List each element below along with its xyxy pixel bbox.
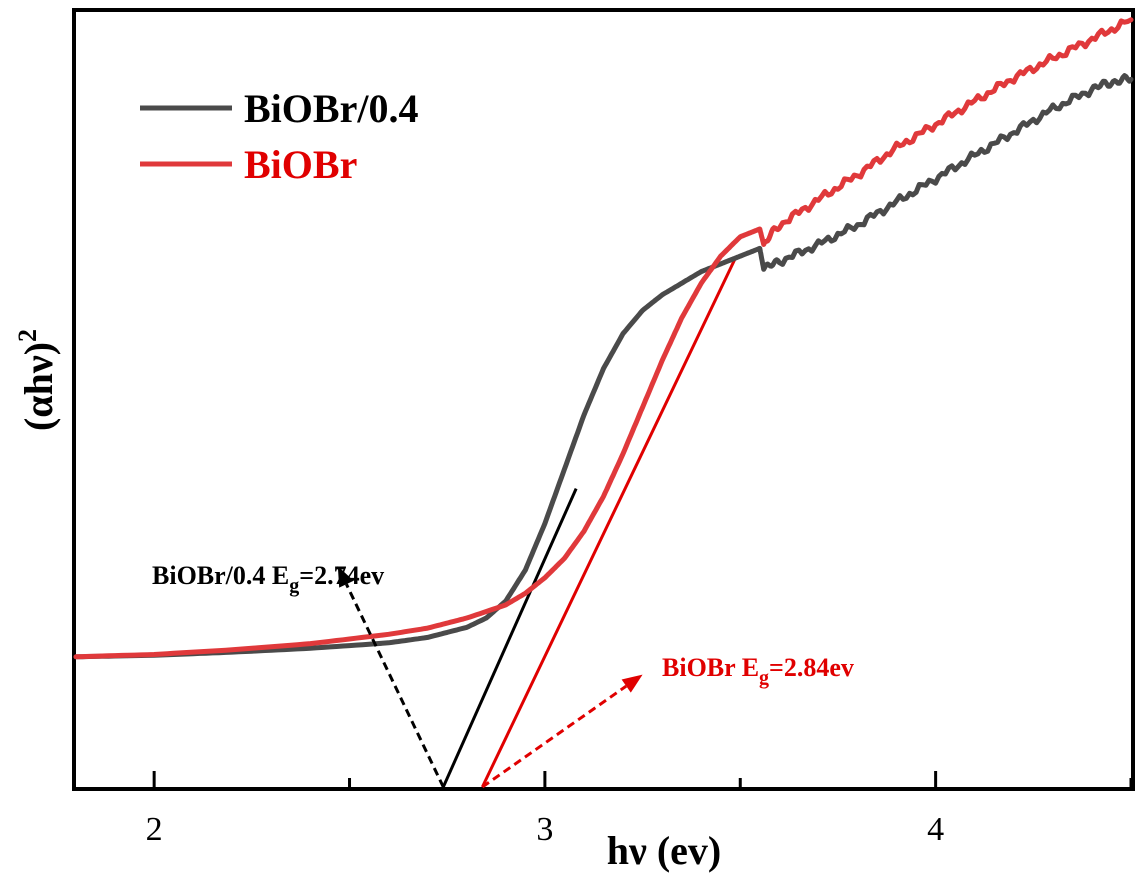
annotation-biobr-eg: BiOBr Eg=2.84ev <box>662 653 854 689</box>
series-line-1 <box>73 17 1134 660</box>
x-ticks: 2 3 4 <box>146 771 1133 848</box>
annotation-biobr-0-4-label: BiOBr/0.4 E <box>152 561 289 590</box>
tangent-line-0 <box>441 488 578 788</box>
annotation-arrow-shaft-1 <box>481 684 628 789</box>
annotation-arrow-head-0 <box>337 566 354 588</box>
annotation-biobr-value: =2.84ev <box>769 653 854 682</box>
tangent-line-1 <box>481 255 738 788</box>
x-tick-label: 4 <box>927 811 944 848</box>
legend-label-biobr: BiOBr <box>244 142 357 187</box>
annotation-arrow-head-1 <box>621 674 643 693</box>
plot-frame <box>72 8 1135 791</box>
legend: BiOBr/0.4 BiOBr <box>140 86 418 187</box>
series-line-0 <box>73 73 1134 660</box>
annotation-biobr-0-4-eg: BiOBr/0.4 Eg=2.74ev <box>152 561 384 597</box>
y-axis-title-main: (αhν) <box>16 342 61 431</box>
annotation-biobr-0-4-sub: g <box>289 575 299 597</box>
data-series <box>73 17 1134 660</box>
legend-label-biobr-0-4: BiOBr/0.4 <box>244 86 418 131</box>
tangent-lines <box>441 255 738 788</box>
annotation-arrow-shaft-0 <box>345 583 445 788</box>
y-axis-title: (αhν)2 <box>13 329 61 431</box>
annotation-arrows <box>337 566 643 789</box>
annotation-biobr-sub: g <box>759 667 769 689</box>
x-axis-title: hν (ev) <box>607 828 722 873</box>
x-tick-label: 2 <box>146 811 163 848</box>
annotation-biobr-label: BiOBr E <box>662 653 759 682</box>
y-axis-title-superscript: 2 <box>13 329 42 342</box>
x-tick-label: 3 <box>536 811 553 848</box>
annotation-biobr-0-4-value: =2.74ev <box>299 561 384 590</box>
